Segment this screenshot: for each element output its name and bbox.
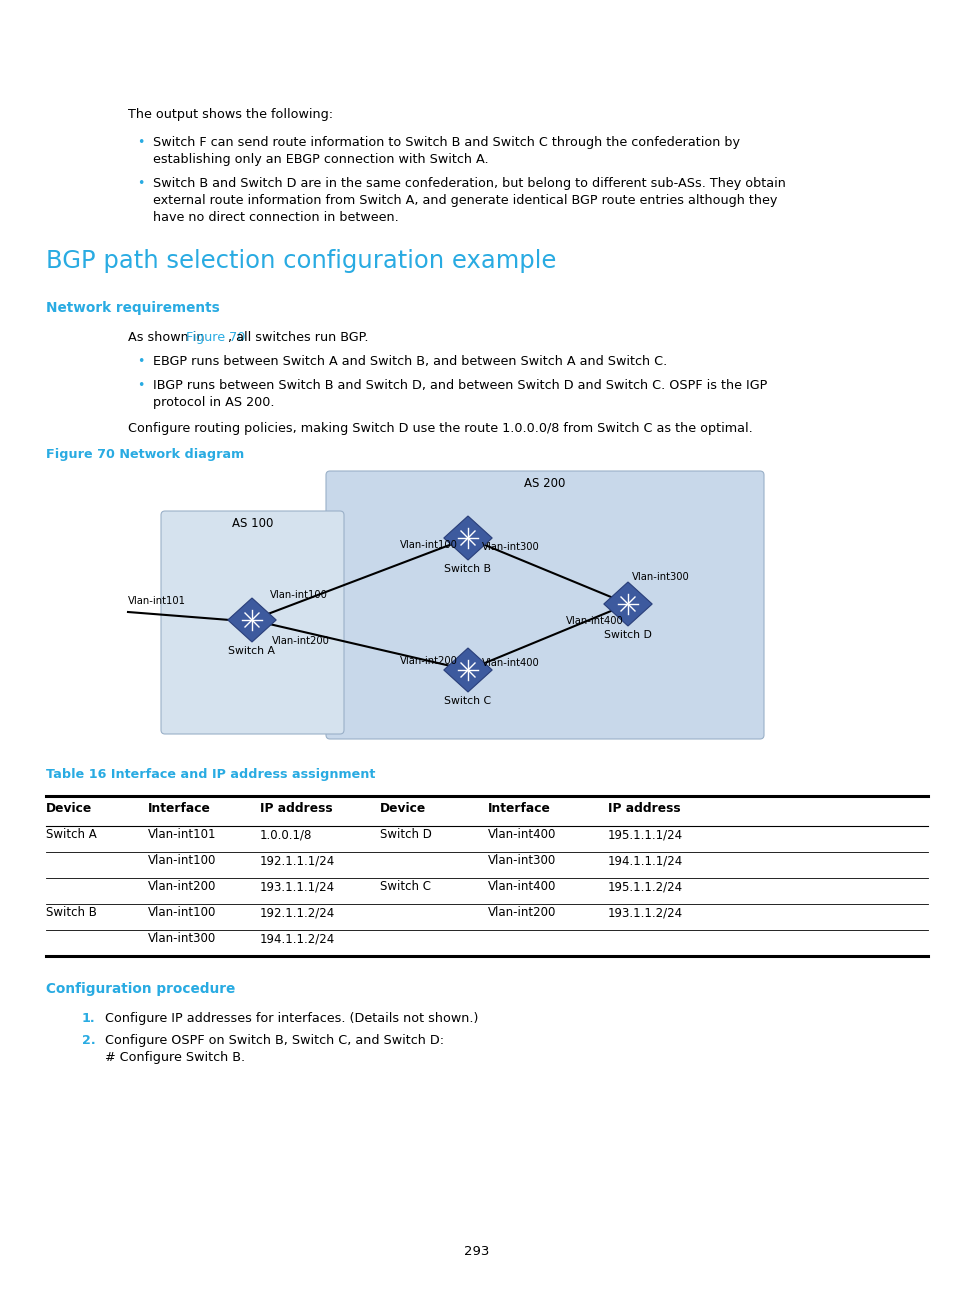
Text: Configure routing policies, making Switch D use the route 1.0.0.0/8 from Switch : Configure routing policies, making Switc… [128,422,752,435]
Text: protocol in AS 200.: protocol in AS 200. [152,397,274,410]
Text: Vlan-int400: Vlan-int400 [488,880,556,893]
Text: Vlan-int100: Vlan-int100 [148,854,216,867]
Text: Vlan-int200: Vlan-int200 [488,906,556,919]
Text: have no direct connection in between.: have no direct connection in between. [152,211,398,224]
Text: •: • [137,136,144,149]
Text: Vlan-int300: Vlan-int300 [148,932,216,945]
Text: Interface: Interface [148,802,211,815]
Text: Vlan-int100: Vlan-int100 [399,540,457,550]
Text: Device: Device [379,802,426,815]
Text: Vlan-int100: Vlan-int100 [148,906,216,919]
Text: Switch A: Switch A [46,828,96,841]
Text: 195.1.1.2/24: 195.1.1.2/24 [607,880,682,893]
Text: IP address: IP address [607,802,679,815]
Text: Vlan-int200: Vlan-int200 [272,636,330,645]
Polygon shape [228,597,276,642]
Text: •: • [137,355,144,368]
Text: # Configure Switch B.: # Configure Switch B. [105,1051,245,1064]
Text: EBGP runs between Switch A and Switch B, and between Switch A and Switch C.: EBGP runs between Switch A and Switch B,… [152,355,666,368]
Text: 293: 293 [464,1245,489,1258]
Text: Vlan-int300: Vlan-int300 [481,542,539,552]
Text: Vlan-int300: Vlan-int300 [631,572,689,582]
Text: Vlan-int200: Vlan-int200 [399,656,457,666]
Text: Switch A: Switch A [229,645,275,656]
Text: Switch B: Switch B [46,906,97,919]
Text: Vlan-int300: Vlan-int300 [488,854,556,867]
Text: establishing only an EBGP connection with Switch A.: establishing only an EBGP connection wit… [152,153,488,166]
Text: external route information from Switch A, and generate identical BGP route entri: external route information from Switch A… [152,194,777,207]
Polygon shape [443,648,492,692]
Text: Vlan-int100: Vlan-int100 [270,590,328,600]
Text: Switch C: Switch C [379,880,431,893]
Text: 193.1.1.1/24: 193.1.1.1/24 [260,880,335,893]
Text: As shown in: As shown in [128,330,209,343]
Polygon shape [603,582,652,626]
Text: Configure OSPF on Switch B, Switch C, and Switch D:: Configure OSPF on Switch B, Switch C, an… [105,1034,444,1047]
Text: Switch C: Switch C [444,696,491,706]
Text: Figure 70 Network diagram: Figure 70 Network diagram [46,448,244,461]
Text: Network requirements: Network requirements [46,301,219,315]
Text: 2.: 2. [82,1034,95,1047]
Text: AS 200: AS 200 [524,477,565,490]
Text: , all switches run BGP.: , all switches run BGP. [228,330,368,343]
Text: Vlan-int101: Vlan-int101 [128,596,186,607]
Text: Vlan-int400: Vlan-int400 [481,658,539,667]
Text: IP address: IP address [260,802,333,815]
Text: Switch D: Switch D [603,630,651,640]
Text: 195.1.1.1/24: 195.1.1.1/24 [607,828,682,841]
Text: IBGP runs between Switch B and Switch D, and between Switch D and Switch C. OSPF: IBGP runs between Switch B and Switch D,… [152,378,766,391]
Text: 1.: 1. [82,1012,95,1025]
FancyBboxPatch shape [161,511,344,734]
Text: 1.0.0.1/8: 1.0.0.1/8 [260,828,312,841]
Text: Vlan-int101: Vlan-int101 [148,828,216,841]
Text: Interface: Interface [488,802,550,815]
Text: Vlan-int400: Vlan-int400 [488,828,556,841]
Text: Configuration procedure: Configuration procedure [46,982,235,997]
Text: 193.1.1.2/24: 193.1.1.2/24 [607,906,682,919]
Text: 194.1.1.2/24: 194.1.1.2/24 [260,932,335,945]
Text: BGP path selection configuration example: BGP path selection configuration example [46,249,556,273]
Text: Switch F can send route information to Switch B and Switch C through the confede: Switch F can send route information to S… [152,136,740,149]
FancyBboxPatch shape [326,470,763,739]
Text: Switch D: Switch D [379,828,432,841]
Text: Vlan-int200: Vlan-int200 [148,880,216,893]
Text: •: • [137,378,144,391]
Text: 192.1.1.1/24: 192.1.1.1/24 [260,854,335,867]
Text: Switch B and Switch D are in the same confederation, but belong to different sub: Switch B and Switch D are in the same co… [152,178,785,191]
Text: 192.1.1.2/24: 192.1.1.2/24 [260,906,335,919]
Text: Switch B: Switch B [444,564,491,574]
Text: The output shows the following:: The output shows the following: [128,108,333,121]
Text: AS 100: AS 100 [232,517,273,530]
Text: Table 16 Interface and IP address assignment: Table 16 Interface and IP address assign… [46,769,375,781]
Text: Figure 70: Figure 70 [186,330,245,343]
Text: 194.1.1.1/24: 194.1.1.1/24 [607,854,682,867]
Text: •: • [137,178,144,191]
Text: Vlan-int400: Vlan-int400 [566,616,623,626]
Polygon shape [443,516,492,560]
Text: Configure IP addresses for interfaces. (Details not shown.): Configure IP addresses for interfaces. (… [105,1012,477,1025]
Text: Device: Device [46,802,92,815]
